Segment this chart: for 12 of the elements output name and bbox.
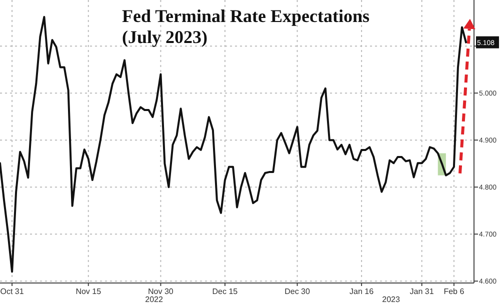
- text: 2023: [382, 295, 400, 303]
- x-tick-label: Oct 31: [0, 287, 24, 296]
- x-tick-label: Nov 30: [148, 287, 174, 296]
- x-tick-label: Jan 16: [350, 287, 374, 296]
- x-tick-label: Dec 15: [212, 287, 238, 296]
- x-tick-label: Dec 30: [284, 287, 310, 296]
- x-tick-label: Nov 15: [76, 287, 102, 296]
- text: 2022: [145, 295, 164, 303]
- x-tick-label: Feb 6: [444, 287, 465, 296]
- text: (July 2023): [122, 27, 208, 47]
- chart-title: Fed Terminal Rate Expectations: [122, 6, 370, 26]
- x-tick-label: Jan 31: [410, 287, 434, 296]
